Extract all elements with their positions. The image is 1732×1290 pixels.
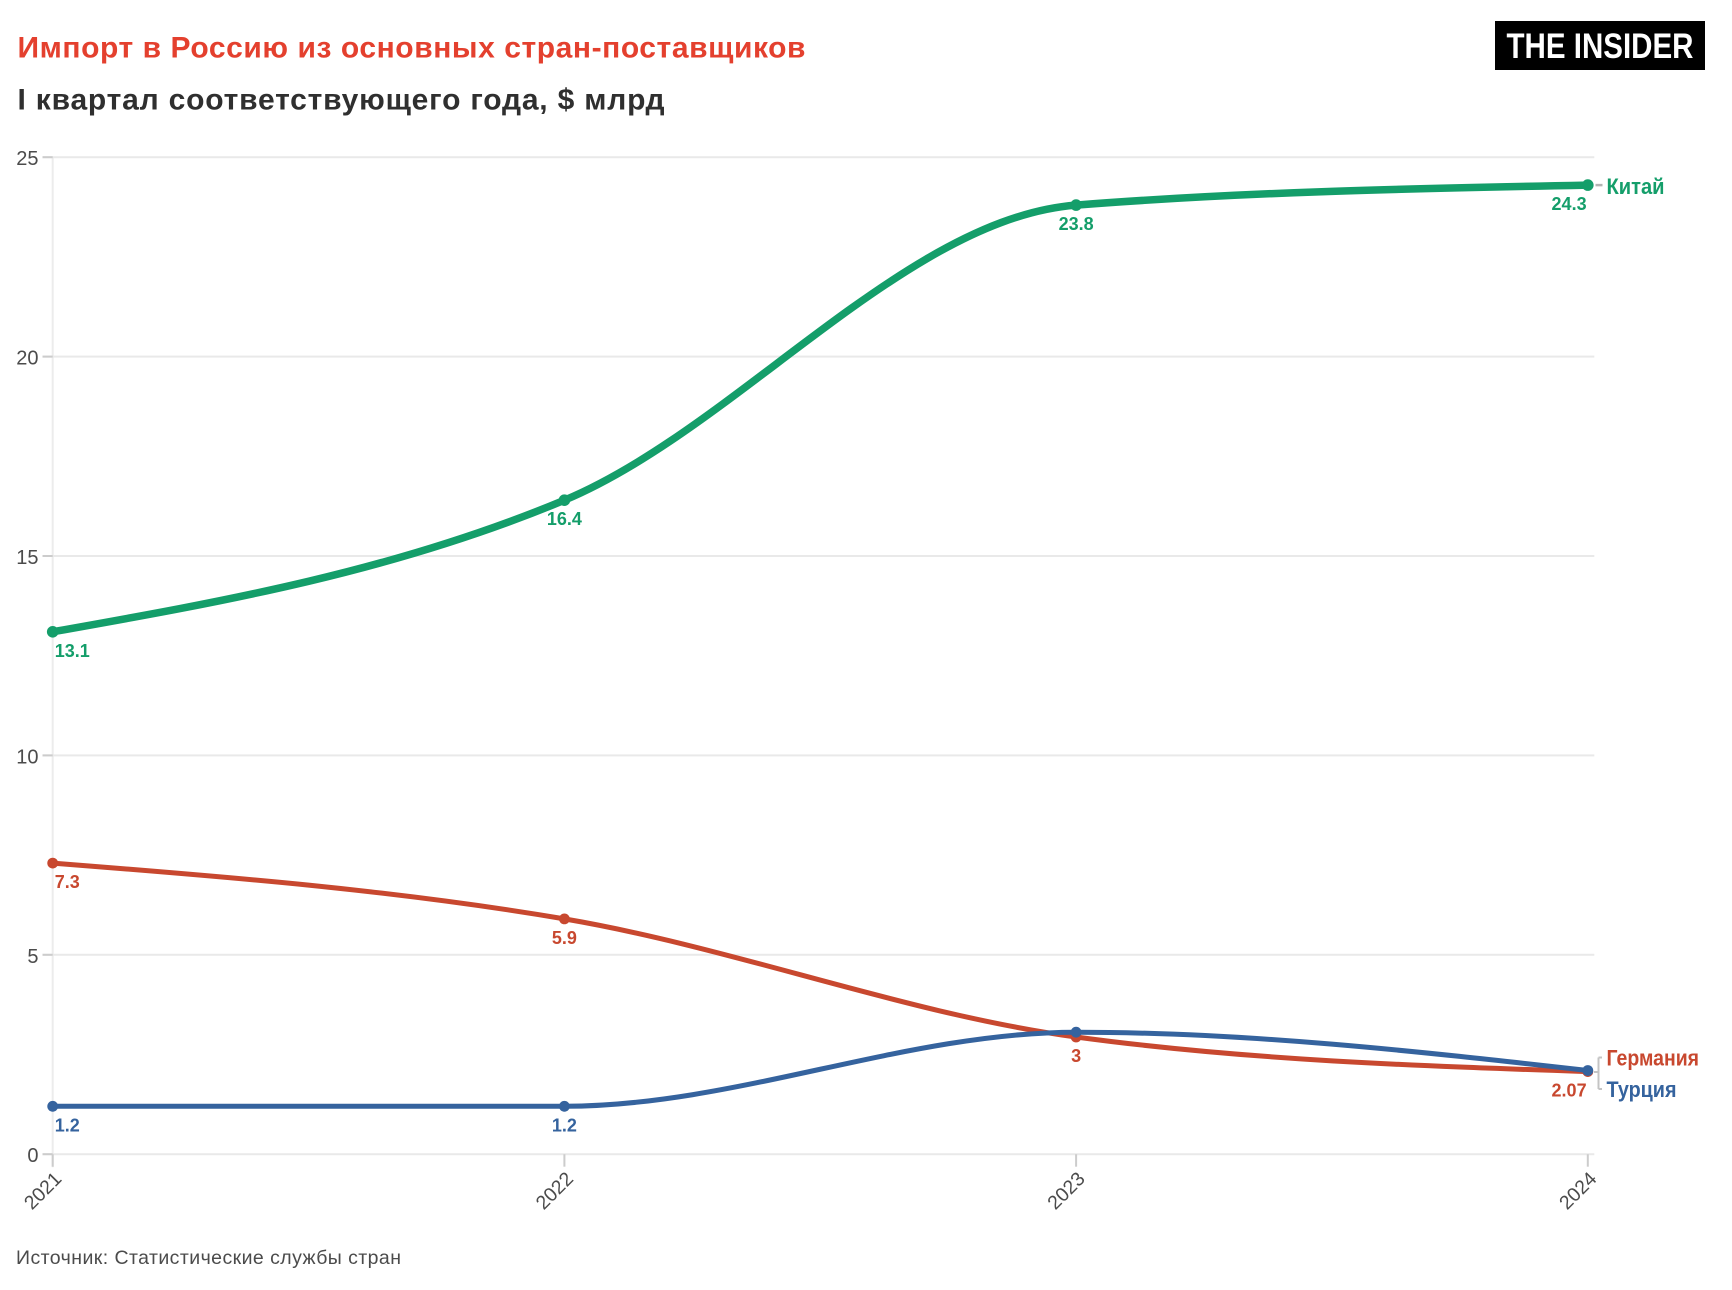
svg-text:Импорт в Россию из основных ст: Импорт в Россию из основных стран-постав…	[18, 31, 806, 64]
svg-text:Турция: Турция	[1607, 1077, 1677, 1102]
svg-text:7.3: 7.3	[55, 872, 80, 892]
svg-text:16.4: 16.4	[547, 509, 582, 529]
svg-text:0: 0	[27, 1145, 38, 1167]
svg-text:25: 25	[16, 148, 38, 170]
svg-text:24.3: 24.3	[1552, 194, 1587, 214]
svg-text:Источник: Статистические служб: Источник: Статистические службы стран	[16, 1247, 401, 1269]
svg-text:23.8: 23.8	[1059, 214, 1094, 234]
svg-text:15: 15	[16, 547, 38, 569]
svg-text:Германия: Германия	[1607, 1046, 1700, 1071]
svg-text:THE INSIDER: THE INSIDER	[1507, 27, 1694, 66]
svg-text:20: 20	[16, 348, 38, 370]
svg-text:5.9: 5.9	[552, 928, 577, 948]
svg-text:13.1: 13.1	[55, 641, 90, 661]
svg-text:3: 3	[1071, 1046, 1081, 1066]
svg-text:Китай: Китай	[1607, 174, 1665, 199]
svg-text:1.2: 1.2	[552, 1115, 577, 1135]
svg-text:5: 5	[27, 946, 38, 968]
svg-text:1.2: 1.2	[55, 1115, 80, 1135]
svg-text:2.07: 2.07	[1552, 1081, 1587, 1101]
svg-text:10: 10	[16, 746, 38, 768]
svg-text:I квартал соответствующего год: I квартал соответствующего года, $ млрд	[18, 84, 665, 117]
